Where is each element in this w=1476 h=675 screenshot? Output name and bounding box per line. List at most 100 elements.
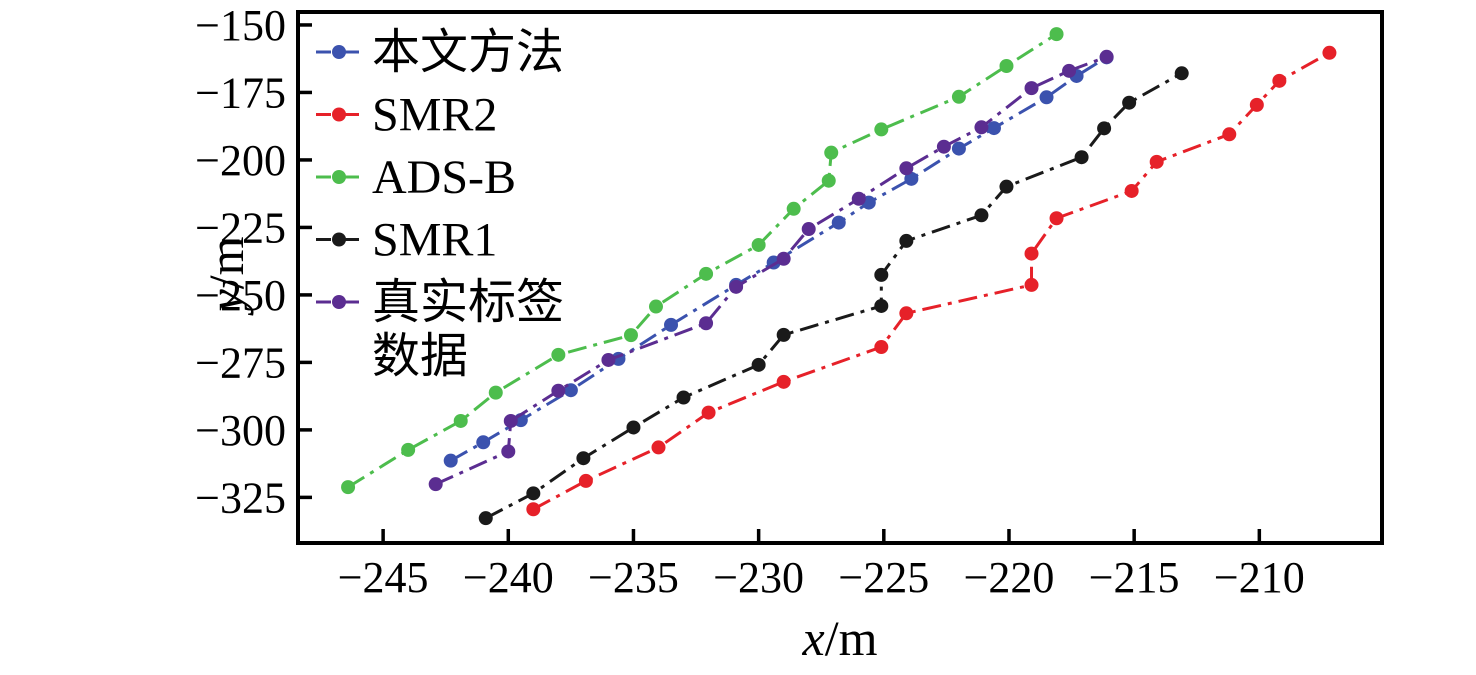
data-point (786, 201, 801, 216)
series-line-真实标签数据 (435, 55, 1108, 486)
data-point (801, 222, 816, 237)
data-point (951, 141, 966, 156)
data-point (1062, 63, 1077, 78)
legend-label: ADS-B (372, 151, 516, 204)
data-point (476, 435, 491, 450)
data-point (751, 237, 766, 252)
data-point (951, 89, 966, 104)
x-tick-label: −210 (1214, 553, 1305, 602)
legend-item-SMR2: SMR2 (316, 89, 497, 142)
data-point (401, 442, 416, 457)
y-tick-label: −325 (195, 473, 286, 522)
data-point (986, 121, 1001, 136)
data-point (1322, 45, 1337, 60)
data-point (478, 511, 493, 526)
data-point (1174, 66, 1189, 81)
legend-label: 本文方法 (372, 26, 564, 79)
data-point (874, 298, 889, 313)
y-tick-label: −175 (195, 68, 286, 117)
data-point (776, 327, 791, 342)
data-point (1272, 73, 1287, 88)
legend-marker-dot (332, 170, 346, 184)
data-point (503, 413, 518, 428)
data-point (851, 191, 866, 206)
data-point (1074, 150, 1089, 165)
data-point (974, 120, 989, 135)
legend-item-ADS-B: ADS-B (316, 151, 516, 204)
data-point (648, 299, 663, 314)
series-line-ADS-B (347, 32, 1058, 489)
data-point (776, 374, 791, 389)
data-point (899, 306, 914, 321)
x-tick-label: −225 (838, 553, 929, 602)
data-point (488, 385, 503, 400)
y-tick-label: −300 (195, 406, 286, 455)
data-point (904, 171, 919, 186)
data-point (651, 440, 666, 455)
x-tick-label: −215 (1089, 553, 1180, 602)
data-point (974, 208, 989, 223)
legend-label: SMR2 (372, 89, 497, 142)
data-point (1049, 27, 1064, 42)
data-point (623, 328, 638, 343)
legend-item-本文方法: 本文方法 (316, 26, 564, 79)
data-point (751, 357, 766, 372)
y-tick-label: −200 (195, 136, 286, 185)
data-point (664, 317, 679, 332)
y-tick-label: −225 (195, 203, 286, 252)
x-axis-ticks: −245 −240 −235 −230 −225 −220 −215 −210 (338, 529, 1305, 602)
y-axis-ticks: −150 −175 −200 −225 −250 −275 −300 −325 (195, 1, 312, 522)
data-point (1149, 154, 1164, 169)
data-point (551, 383, 566, 398)
legend-label: SMR1 (372, 214, 497, 267)
x-tick-label: −220 (964, 553, 1055, 602)
data-point (676, 390, 691, 405)
x-axis-label: x/m (802, 610, 878, 666)
y-tick-label: −250 (195, 271, 286, 320)
data-point (1124, 183, 1139, 198)
data-point (701, 405, 716, 420)
data-point (874, 267, 889, 282)
data-point (428, 477, 443, 492)
data-point (824, 145, 839, 160)
data-point (874, 340, 889, 355)
data-point (831, 215, 846, 230)
legend-marker-dot (332, 232, 346, 247)
data-point (1249, 97, 1264, 112)
data-point (526, 486, 541, 501)
data-point (1024, 277, 1039, 292)
data-point (576, 451, 591, 466)
data-point (899, 161, 914, 176)
data-point (1049, 211, 1064, 226)
data-point (874, 122, 889, 137)
legend-label: 数据 (372, 330, 468, 383)
data-point (821, 173, 836, 188)
data-point (1099, 49, 1114, 64)
series-line-SMR1 (485, 71, 1183, 520)
data-series (341, 27, 1337, 526)
data-point (776, 251, 791, 266)
y-tick-label: −150 (195, 1, 286, 50)
data-point (443, 453, 458, 468)
series-line-本文方法 (449, 56, 1108, 462)
data-point (626, 420, 641, 435)
data-point (1039, 90, 1054, 105)
series-line-SMR2 (532, 51, 1331, 511)
y-tick-label: −275 (195, 338, 286, 387)
data-point (699, 316, 714, 331)
data-point (999, 179, 1014, 194)
data-point (551, 347, 566, 362)
x-tick-label: −230 (713, 553, 804, 602)
plot-area (296, 10, 1384, 545)
data-point (341, 480, 356, 495)
data-point (999, 58, 1014, 73)
data-point (601, 352, 616, 367)
legend-marker-dot (332, 295, 346, 309)
data-point (936, 139, 951, 154)
data-point (1122, 95, 1137, 110)
data-point (1024, 246, 1039, 261)
data-point (1222, 127, 1237, 142)
